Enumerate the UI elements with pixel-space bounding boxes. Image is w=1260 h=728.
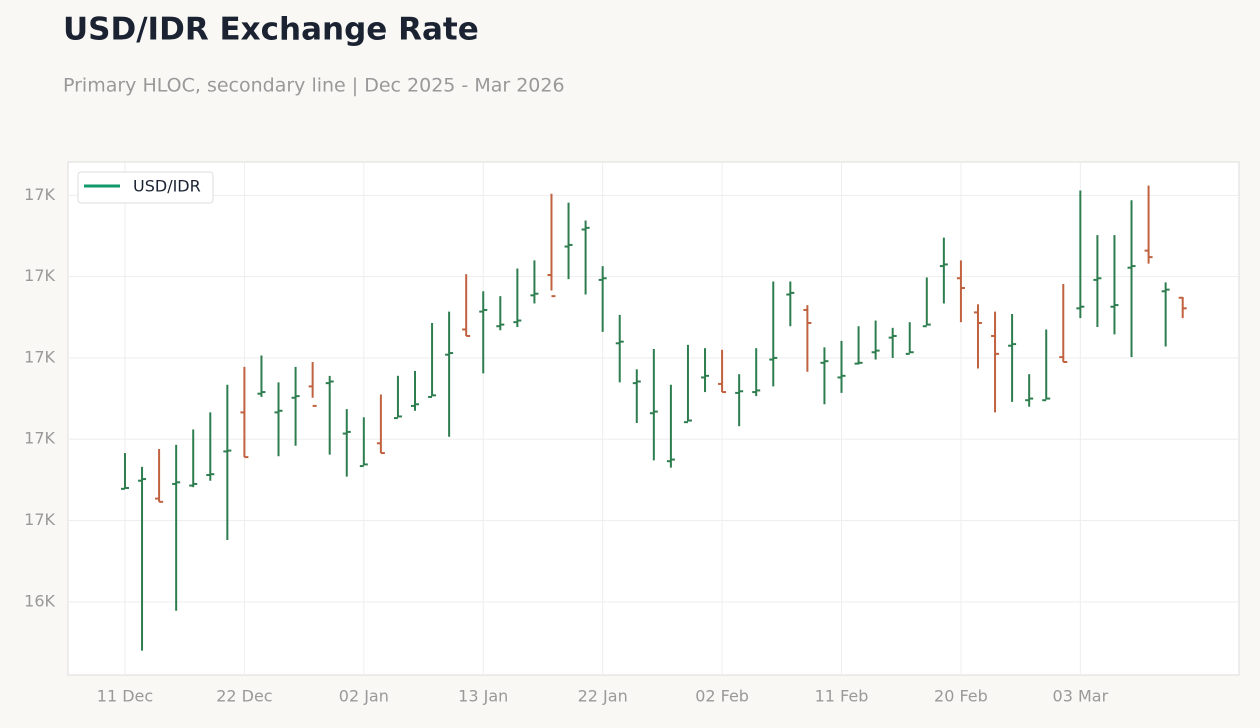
x-tick-label: 22 Jan	[578, 687, 628, 706]
x-tick-label: 02 Jan	[339, 687, 389, 706]
y-tick-label: 17K	[24, 266, 55, 285]
chart-subtitle: Primary HLOC, secondary line | Dec 2025 …	[63, 75, 565, 97]
x-tick-label: 11 Dec	[97, 687, 153, 706]
x-tick-label: 22 Dec	[216, 687, 272, 706]
y-tick-label: 17K	[24, 429, 55, 448]
chart-title: USD/IDR Exchange Rate	[63, 12, 479, 48]
y-tick-label: 16K	[24, 591, 55, 610]
x-tick-label: 11 Feb	[815, 687, 869, 706]
x-tick-label: 20 Feb	[934, 687, 988, 706]
y-tick-label: 17K	[24, 185, 55, 204]
x-tick-label: 02 Feb	[695, 687, 749, 706]
legend-box	[77, 171, 214, 204]
x-tick-label: 03 Mar	[1053, 687, 1109, 706]
x-tick-label: 13 Jan	[458, 687, 508, 706]
y-tick-label: 17K	[24, 510, 55, 529]
y-tick-label: 17K	[24, 347, 55, 366]
legend-label: USD/IDR	[133, 177, 201, 196]
